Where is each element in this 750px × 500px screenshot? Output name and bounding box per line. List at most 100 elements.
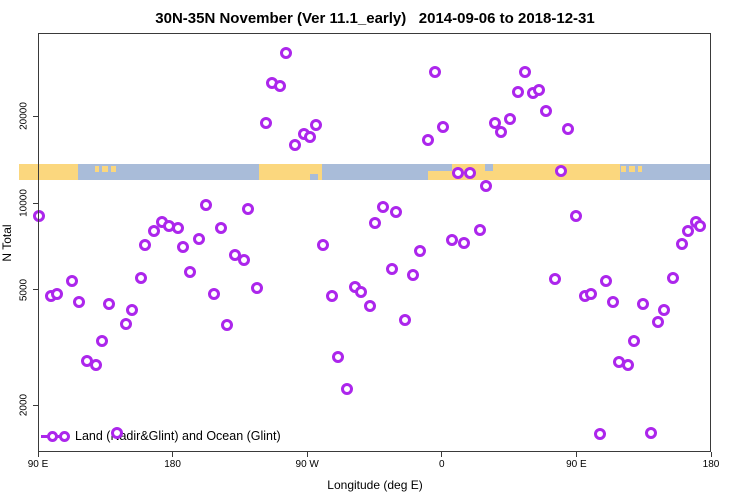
y-tick-mark: [33, 115, 38, 117]
data-point: [207, 288, 220, 301]
data-point: [354, 285, 367, 298]
data-point: [607, 296, 620, 309]
data-point: [421, 134, 434, 147]
island-segment: [621, 166, 626, 172]
y-tick-mark: [33, 202, 38, 204]
data-point: [385, 262, 398, 275]
sea-notch: [485, 164, 493, 171]
data-point: [658, 304, 671, 317]
x-tick-label: 90 E: [566, 459, 587, 470]
data-point: [237, 254, 250, 267]
land-segment: [428, 164, 620, 180]
legend-label: Land (Nadir&Glint) and Ocean (Glint): [75, 429, 281, 443]
data-point: [406, 269, 419, 282]
data-point: [251, 281, 264, 294]
data-point: [414, 245, 427, 258]
data-point: [89, 358, 102, 371]
data-point: [125, 303, 138, 316]
data-point: [495, 126, 508, 139]
y-tick-label: 2000: [18, 393, 30, 417]
data-point: [73, 295, 86, 308]
land-segment: [259, 164, 323, 180]
data-point: [95, 334, 108, 347]
x-tick-mark: [575, 452, 577, 457]
x-tick-label: 180: [702, 459, 720, 470]
data-point: [532, 83, 545, 96]
x-tick-mark: [710, 452, 712, 457]
y-tick-mark: [33, 289, 38, 291]
data-point: [134, 271, 147, 284]
data-point: [341, 382, 354, 395]
data-point: [279, 47, 292, 60]
island-segment: [94, 166, 100, 172]
data-point: [644, 426, 657, 439]
y-tick-label: 10000: [18, 189, 30, 217]
data-point: [309, 119, 322, 132]
data-point: [200, 198, 213, 211]
data-point: [637, 298, 650, 311]
chart-title: 30N-35N November (Ver 11.1_early) 2014-0…: [155, 10, 595, 27]
data-point: [332, 351, 345, 364]
data-point: [110, 426, 123, 439]
x-tick-label: 180: [164, 459, 181, 470]
data-point: [569, 210, 582, 223]
data-point: [584, 287, 597, 300]
data-point: [463, 167, 476, 180]
legend-point-icon: [58, 430, 70, 442]
data-point: [519, 66, 532, 79]
data-point: [260, 116, 273, 129]
x-tick-label: 0: [439, 459, 445, 470]
data-point: [221, 318, 234, 331]
data-point: [242, 203, 255, 216]
island-segment: [111, 166, 116, 172]
data-point: [474, 223, 487, 236]
data-point: [288, 139, 301, 152]
data-point: [429, 66, 442, 79]
data-point: [399, 314, 412, 327]
y-tick-label: 5000: [18, 278, 30, 302]
data-point: [457, 236, 470, 249]
data-point: [694, 219, 707, 232]
data-point: [676, 237, 689, 250]
data-point: [390, 206, 403, 219]
data-point: [622, 358, 635, 371]
island-segment: [102, 166, 109, 172]
data-point: [326, 290, 339, 303]
data-point: [50, 288, 63, 301]
y-axis-title: N Total: [0, 224, 14, 262]
data-point: [504, 112, 517, 125]
x-tick-label: 90 W: [295, 459, 319, 470]
data-point: [376, 201, 389, 214]
y-tick-label: 20000: [18, 102, 30, 130]
data-point: [176, 240, 189, 253]
data-point: [363, 300, 376, 313]
x-tick-mark: [37, 452, 39, 457]
data-point: [119, 317, 132, 330]
data-point: [451, 167, 464, 180]
sea-notch: [428, 164, 453, 171]
sea-notch: [310, 174, 318, 180]
data-point: [32, 209, 45, 222]
data-point: [184, 266, 197, 279]
island-segment: [637, 166, 643, 172]
x-tick-mark: [172, 452, 174, 457]
data-point: [436, 120, 449, 133]
data-point: [369, 217, 382, 230]
x-tick-mark: [306, 452, 308, 457]
data-point: [554, 164, 567, 177]
data-point: [215, 222, 228, 235]
data-point: [682, 225, 695, 238]
island-segment: [628, 166, 635, 172]
data-point: [65, 274, 78, 287]
data-point: [539, 104, 552, 117]
data-point: [548, 273, 561, 286]
data-point: [193, 232, 206, 245]
data-point: [103, 298, 116, 311]
data-point: [628, 334, 641, 347]
legend-point-icon: [46, 430, 58, 442]
data-point: [489, 116, 502, 129]
data-point: [139, 239, 152, 252]
data-point: [511, 85, 524, 98]
data-point: [303, 130, 316, 143]
data-point: [172, 222, 185, 235]
